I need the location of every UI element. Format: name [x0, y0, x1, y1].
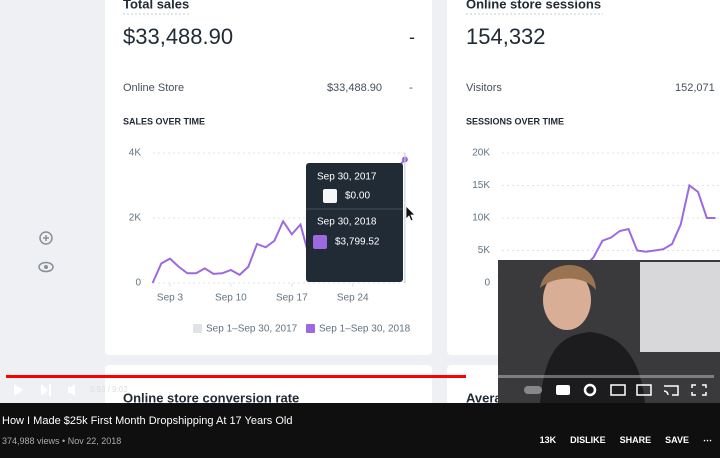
- metric-value: 154,332: [466, 24, 546, 49]
- row-label: Online Store: [123, 82, 184, 94]
- card: [105, 365, 432, 403]
- video-title: How I Made $25k First Month Dropshipping…: [2, 415, 293, 427]
- video-info: How I Made $25k First Month Dropshipping…: [0, 403, 720, 458]
- x-tick-label: Sep 10: [215, 293, 247, 304]
- cast-button[interactable]: [663, 385, 679, 396]
- more-button[interactable]: ⋯: [703, 435, 712, 445]
- actions: 13K DISLIKE SHARE SAVE ⋯: [540, 435, 712, 446]
- like-button[interactable]: 13K: [539, 435, 557, 445]
- settings-button[interactable]: [583, 383, 597, 397]
- legend-swatch: [306, 324, 315, 333]
- share-button[interactable]: SHARE: [619, 435, 652, 445]
- metric-value: $33,488.90: [123, 24, 233, 49]
- video-meta: 374,988 views • Nov 22, 2018: [2, 436, 122, 446]
- tooltip-value: $3,799.52: [335, 237, 380, 248]
- row-value: $33,488.90: [327, 82, 382, 94]
- time: 5:53 / 9:02: [90, 385, 128, 394]
- progress-played: [6, 375, 466, 378]
- play-button[interactable]: [14, 384, 23, 396]
- tooltip-date: Sep 30, 2017: [317, 172, 377, 183]
- y-tick-label: 0: [484, 278, 490, 289]
- video-player[interactable]: Total sales $33,488.90 Online Store $33,488…: [0, 0, 720, 403]
- volume-button[interactable]: [68, 384, 75, 396]
- chart-title: SALES OVER TIME: [123, 116, 205, 126]
- y-tick-label: 4K: [129, 148, 142, 159]
- card-content: Total sales $33,488.90 Online Store $33,488…: [123, 0, 415, 335]
- legend-label: Sep 1–Sep 30, 2017: [206, 324, 298, 335]
- webcam-background: [640, 262, 720, 352]
- x-tick-label: Sep 3: [157, 293, 184, 304]
- row-label: Visitors: [466, 82, 502, 94]
- legend-swatch: [193, 324, 202, 333]
- y-tick-label: 5K: [478, 245, 491, 256]
- chart-title: SESSIONS OVER TIME: [466, 116, 564, 126]
- dislike-button[interactable]: DISLIKE: [570, 435, 606, 445]
- x-tick-label: Sep 24: [337, 293, 369, 304]
- y-tick-label: 20K: [472, 148, 490, 159]
- miniplayer-button[interactable]: [610, 384, 626, 396]
- card-title: Online store sessions: [466, 0, 601, 11]
- y-tick-label: 2K: [129, 213, 142, 224]
- save-button[interactable]: SAVE: [665, 435, 689, 445]
- dash: -: [409, 82, 413, 94]
- plus-icon: [43, 235, 49, 241]
- y-tick-label: 0: [135, 278, 141, 289]
- webcam-person: [543, 270, 591, 330]
- cursor: [405, 205, 416, 222]
- tooltip-value: $0.00: [345, 191, 370, 202]
- eye-icon: [44, 265, 48, 269]
- dash: -: [409, 27, 415, 47]
- tooltip-swatch: [323, 189, 337, 203]
- y-tick-label: 15K: [472, 180, 490, 191]
- captions-button[interactable]: [556, 385, 570, 395]
- card-title: Online store conversion rate: [123, 390, 299, 403]
- card-title: Total sales: [123, 0, 189, 11]
- autoplay-toggle[interactable]: [524, 386, 542, 394]
- row-value: 152,071: [675, 82, 715, 94]
- theater-button[interactable]: [636, 384, 652, 396]
- tooltip-date: Sep 30, 2018: [317, 217, 377, 228]
- x-tick-label: Sep 17: [276, 293, 308, 304]
- tooltip-swatch: [313, 235, 327, 249]
- legend-label: Sep 1–Sep 30, 2018: [319, 324, 411, 335]
- next-button[interactable]: [41, 384, 51, 396]
- eye-icon[interactable]: [38, 261, 54, 273]
- fullscreen-button[interactable]: [691, 384, 707, 396]
- webcam-person: [540, 265, 596, 290]
- plus-icon[interactable]: [39, 231, 53, 245]
- y-tick-label: 10K: [472, 213, 490, 224]
